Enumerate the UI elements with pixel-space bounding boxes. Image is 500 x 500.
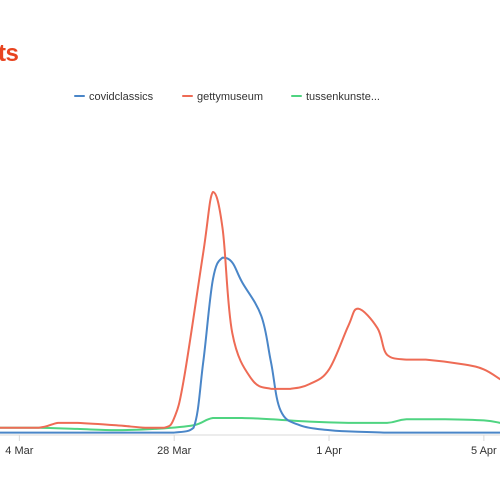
chart-title: ts: [0, 40, 19, 67]
legend-label[interactable]: covidclassics: [89, 91, 154, 103]
series-line-0: [0, 256, 500, 434]
legend: covidclassics gettymuseum tussenkunste...: [74, 91, 380, 103]
series-line-2: [0, 416, 500, 432]
legend-label[interactable]: tussenkunste...: [306, 91, 380, 103]
legend-label[interactable]: gettymuseum: [197, 91, 263, 103]
x-tick-label: 1 Apr: [316, 445, 342, 457]
x-tick-label: 28 Mar: [157, 445, 192, 457]
series-line-1: [0, 191, 500, 429]
x-tick-label: 4 Mar: [5, 445, 33, 457]
x-tick-label: 5 Apr: [471, 445, 497, 457]
x-axis-ticks: 4 Mar 28 Mar 1 Apr 5 Apr: [5, 435, 497, 457]
series-lines: [0, 191, 500, 434]
